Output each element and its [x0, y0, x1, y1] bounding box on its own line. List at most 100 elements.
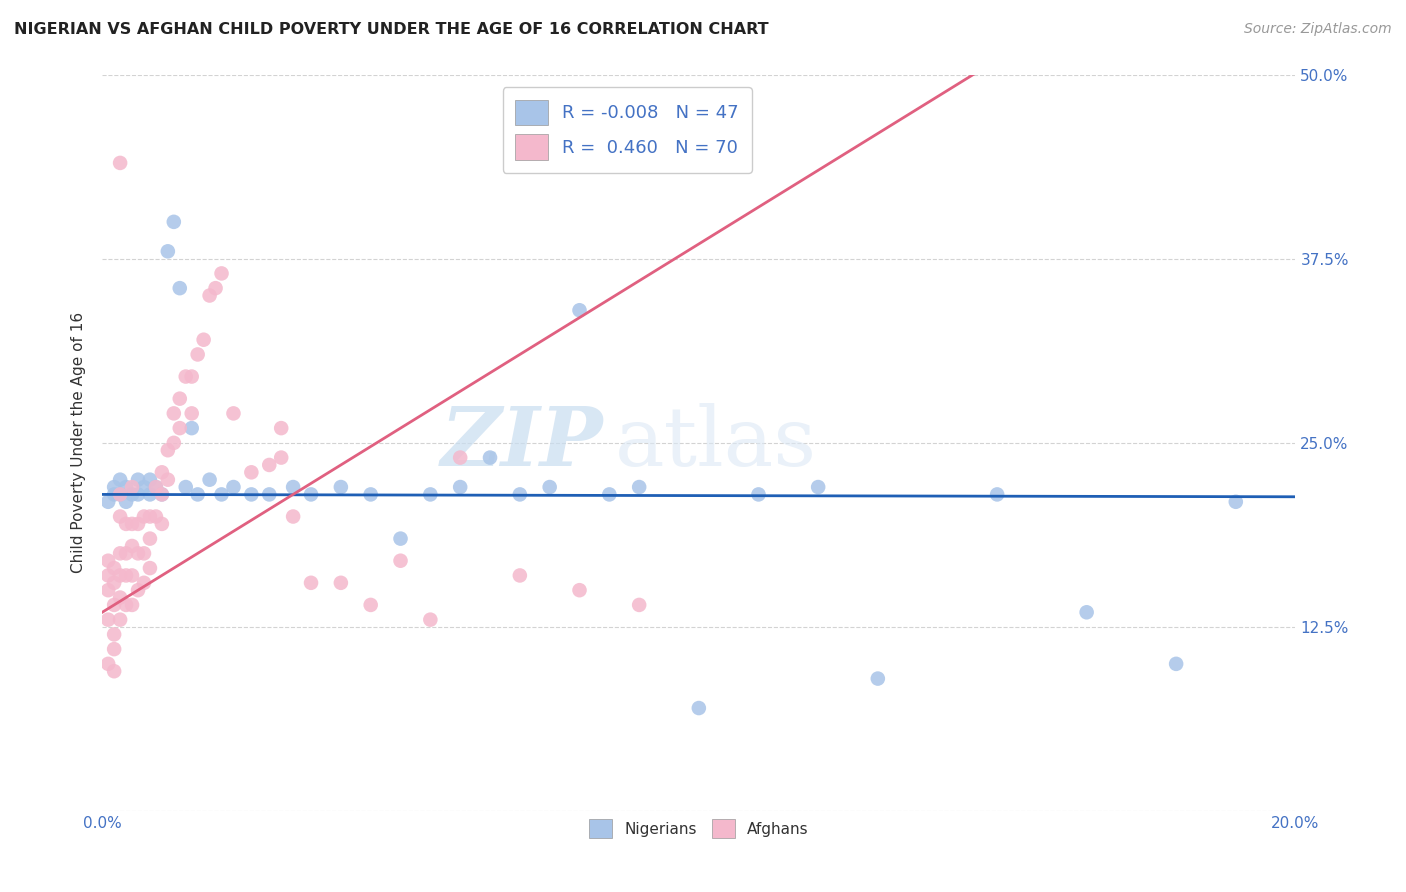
- Point: [145, 509, 167, 524]
- Point: [108, 156, 131, 170]
- Point: [132, 546, 155, 560]
- Point: [108, 509, 131, 524]
- Point: [127, 487, 149, 501]
- Point: [187, 487, 209, 501]
- Point: [449, 480, 471, 494]
- Point: [270, 450, 292, 465]
- Point: [121, 487, 143, 501]
- Point: [97, 613, 120, 627]
- Point: [108, 568, 131, 582]
- Point: [240, 466, 263, 480]
- Point: [747, 487, 769, 501]
- Point: [103, 561, 125, 575]
- Point: [97, 583, 120, 598]
- Point: [198, 473, 221, 487]
- Point: [360, 487, 382, 501]
- Point: [103, 480, 125, 494]
- Point: [259, 458, 281, 472]
- Legend: Nigerians, Afghans: Nigerians, Afghans: [583, 814, 815, 844]
- Point: [329, 480, 352, 494]
- Point: [270, 421, 292, 435]
- Point: [259, 487, 281, 501]
- Point: [132, 575, 155, 590]
- Point: [121, 516, 143, 531]
- Point: [299, 575, 322, 590]
- Point: [108, 473, 131, 487]
- Point: [145, 480, 167, 494]
- Point: [169, 281, 191, 295]
- Point: [150, 516, 173, 531]
- Point: [127, 473, 149, 487]
- Point: [115, 568, 138, 582]
- Point: [97, 495, 120, 509]
- Point: [169, 392, 191, 406]
- Point: [538, 480, 561, 494]
- Point: [163, 435, 186, 450]
- Point: [598, 487, 620, 501]
- Point: [174, 369, 197, 384]
- Point: [1076, 605, 1098, 619]
- Point: [115, 516, 138, 531]
- Point: [103, 575, 125, 590]
- Point: [108, 487, 131, 501]
- Point: [389, 532, 412, 546]
- Point: [108, 487, 131, 501]
- Point: [156, 473, 179, 487]
- Text: NIGERIAN VS AFGHAN CHILD POVERTY UNDER THE AGE OF 16 CORRELATION CHART: NIGERIAN VS AFGHAN CHILD POVERTY UNDER T…: [14, 22, 769, 37]
- Point: [180, 421, 202, 435]
- Point: [139, 532, 162, 546]
- Point: [329, 575, 352, 590]
- Point: [121, 539, 143, 553]
- Point: [139, 473, 162, 487]
- Point: [127, 583, 149, 598]
- Point: [198, 288, 221, 302]
- Point: [509, 568, 531, 582]
- Point: [389, 554, 412, 568]
- Point: [222, 406, 245, 420]
- Y-axis label: Child Poverty Under the Age of 16: Child Poverty Under the Age of 16: [72, 312, 86, 574]
- Point: [121, 598, 143, 612]
- Point: [121, 568, 143, 582]
- Point: [115, 598, 138, 612]
- Point: [204, 281, 226, 295]
- Point: [1225, 495, 1247, 509]
- Point: [103, 664, 125, 678]
- Point: [807, 480, 830, 494]
- Text: ZIP: ZIP: [440, 403, 603, 483]
- Point: [180, 369, 202, 384]
- Text: atlas: atlas: [616, 403, 817, 483]
- Point: [145, 480, 167, 494]
- Point: [97, 657, 120, 671]
- Point: [156, 443, 179, 458]
- Point: [103, 627, 125, 641]
- Point: [180, 406, 202, 420]
- Point: [866, 672, 889, 686]
- Point: [281, 480, 304, 494]
- Point: [419, 613, 441, 627]
- Point: [568, 303, 591, 318]
- Point: [132, 509, 155, 524]
- Point: [115, 480, 138, 494]
- Point: [139, 509, 162, 524]
- Point: [103, 642, 125, 657]
- Point: [163, 406, 186, 420]
- Point: [150, 487, 173, 501]
- Point: [103, 487, 125, 501]
- Point: [139, 561, 162, 575]
- Point: [150, 466, 173, 480]
- Point: [299, 487, 322, 501]
- Point: [156, 244, 179, 259]
- Point: [281, 509, 304, 524]
- Point: [211, 267, 233, 281]
- Point: [628, 598, 651, 612]
- Point: [986, 487, 1008, 501]
- Point: [568, 583, 591, 598]
- Point: [127, 516, 149, 531]
- Point: [150, 487, 173, 501]
- Point: [479, 450, 502, 465]
- Point: [174, 480, 197, 494]
- Point: [169, 421, 191, 435]
- Point: [449, 450, 471, 465]
- Point: [187, 347, 209, 361]
- Text: Source: ZipAtlas.com: Source: ZipAtlas.com: [1244, 22, 1392, 37]
